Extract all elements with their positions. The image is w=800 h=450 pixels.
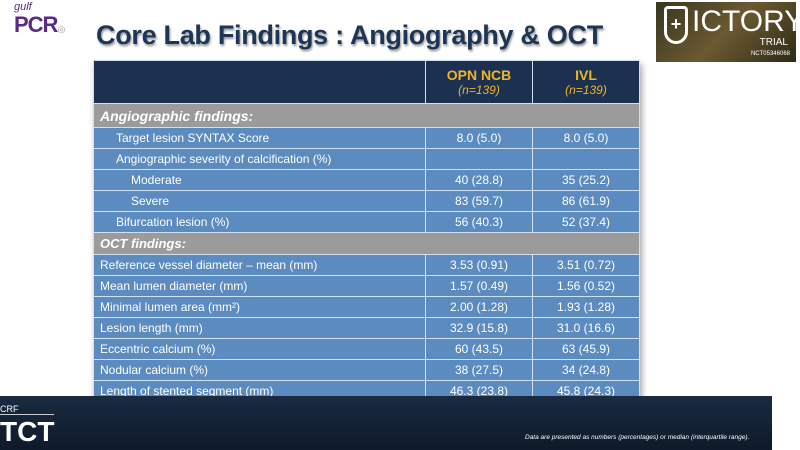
row-value: 2.00 (1.28) [425, 296, 533, 318]
row-value: 1.57 (0.49) [425, 275, 533, 297]
table-row: Reference vessel diameter – mean (mm) 3.5… [93, 254, 640, 276]
row-value: 56 (40.3) [425, 211, 533, 233]
row-value: 35 (25.2) [532, 169, 640, 191]
row-value: 40 (28.8) [425, 169, 533, 191]
shield-icon: + [664, 6, 688, 44]
table-row: Lesion length (mm) 32.9 (15.8) 31.0 (16.6) [93, 317, 640, 339]
row-label: Moderate [93, 169, 426, 191]
section-header: Angiographic findings: [93, 103, 640, 128]
row-value: 60 (43.5) [425, 338, 533, 360]
findings-table: OPN NCB (n=139) IVL (n=139) Angiographic f… [93, 60, 640, 402]
row-label: Angiographic severity of calcification (… [93, 148, 426, 170]
column-header: OPN NCB (n=139) [425, 60, 533, 104]
footer-band: CRF TCT Data are presented as numbers (p… [0, 396, 772, 450]
table-row: Mean lumen diameter (mm) 1.57 (0.49) 1.56 … [93, 275, 640, 297]
table-row: Minimal lumen area (mm²) 2.00 (1.28) 1.93 … [93, 296, 640, 318]
footnote: Data are presented as numbers (percentag… [525, 434, 750, 441]
row-label: Severe [93, 190, 426, 212]
row-value: 52 (37.4) [532, 211, 640, 233]
row-label: Mean lumen diameter (mm) [93, 275, 426, 297]
row-value: 38 (27.5) [425, 359, 533, 381]
row-label: Nodular calcium (%) [93, 359, 426, 381]
table-row: Severe 83 (59.7) 86 (61.9) [93, 190, 640, 212]
table-row: Nodular calcium (%) 38 (27.5) 34 (24.8) [93, 359, 640, 381]
crf-logo: CRF [0, 404, 19, 414]
row-label: Bifurcation lesion (%) [93, 211, 426, 233]
row-label: Target lesion SYNTAX Score [93, 127, 426, 149]
row-label: Eccentric calcium (%) [93, 338, 426, 360]
row-label: Minimal lumen area (mm²) [93, 296, 426, 318]
row-value: 34 (24.8) [532, 359, 640, 381]
row-value: 8.0 (5.0) [425, 127, 533, 149]
row-value: 3.51 (0.72) [532, 254, 640, 276]
row-value: 32.9 (15.8) [425, 317, 533, 339]
slide-title: Core Lab Findings : Angiography & OCT [96, 20, 603, 50]
table-row: Moderate 40 (28.8) 35 (25.2) [93, 169, 640, 191]
table-row: Bifurcation lesion (%) 56 (40.3) 52 (37.4) [93, 211, 640, 233]
row-label: Lesion length (mm) [93, 317, 426, 339]
row-label: Reference vessel diameter – mean (mm) [93, 254, 426, 276]
row-value: 1.56 (0.52) [532, 275, 640, 297]
table-header: OPN NCB (n=139) IVL (n=139) [93, 60, 640, 104]
table-row: Target lesion SYNTAX Score 8.0 (5.0) 8.0 (… [93, 127, 640, 149]
table-row: Eccentric calcium (%) 60 (43.5) 63 (45.9) [93, 338, 640, 360]
table-row: Angiographic severity of calcification (… [93, 148, 640, 170]
row-value: 86 (61.9) [532, 190, 640, 212]
tct-logo: TCT [0, 414, 55, 447]
column-header: IVL (n=139) [532, 60, 640, 104]
section-header: OCT findings: [93, 232, 640, 255]
row-value [425, 148, 533, 170]
row-value: 8.0 (5.0) [532, 127, 640, 149]
row-value: 63 (45.9) [532, 338, 640, 360]
gulf-pcr-logo: gulf PCR◎ [14, 1, 66, 37]
row-value: 1.93 (1.28) [532, 296, 640, 318]
row-value: 83 (59.7) [425, 190, 533, 212]
row-value: 31.0 (16.6) [532, 317, 640, 339]
row-value [532, 148, 640, 170]
row-value: 3.53 (0.91) [425, 254, 533, 276]
victory-trial-logo: + ICTORY TRIAL NCT05346068 [656, 2, 800, 62]
